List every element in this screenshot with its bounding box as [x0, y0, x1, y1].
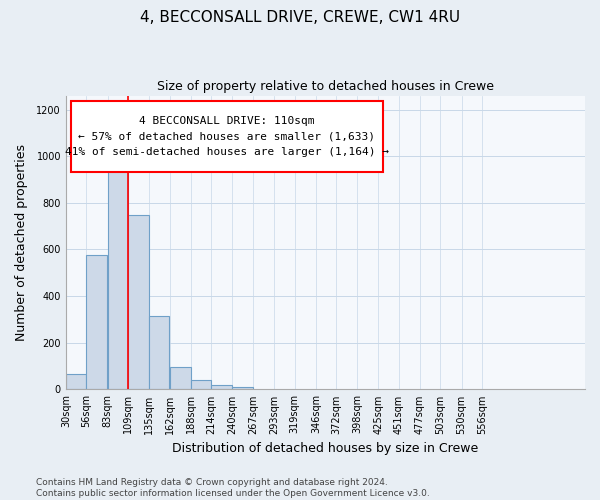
Bar	[86, 256, 107, 390]
Bar	[128, 215, 149, 390]
Title: Size of property relative to detached houses in Crewe: Size of property relative to detached ho…	[157, 80, 494, 93]
Bar	[66, 374, 86, 390]
Bar	[191, 380, 211, 390]
Y-axis label: Number of detached properties: Number of detached properties	[15, 144, 28, 341]
Text: Contains HM Land Registry data © Crown copyright and database right 2024.
Contai: Contains HM Land Registry data © Crown c…	[36, 478, 430, 498]
Bar	[211, 385, 232, 390]
Bar	[232, 387, 253, 390]
Bar	[149, 316, 169, 390]
FancyBboxPatch shape	[71, 102, 383, 172]
Text: 4, BECCONSALL DRIVE, CREWE, CW1 4RU: 4, BECCONSALL DRIVE, CREWE, CW1 4RU	[140, 10, 460, 25]
Text: 4 BECCONSALL DRIVE: 110sqm
← 57% of detached houses are smaller (1,633)
41% of s: 4 BECCONSALL DRIVE: 110sqm ← 57% of deta…	[65, 116, 389, 158]
X-axis label: Distribution of detached houses by size in Crewe: Distribution of detached houses by size …	[172, 442, 479, 455]
Bar	[170, 367, 191, 390]
Bar	[108, 155, 128, 390]
